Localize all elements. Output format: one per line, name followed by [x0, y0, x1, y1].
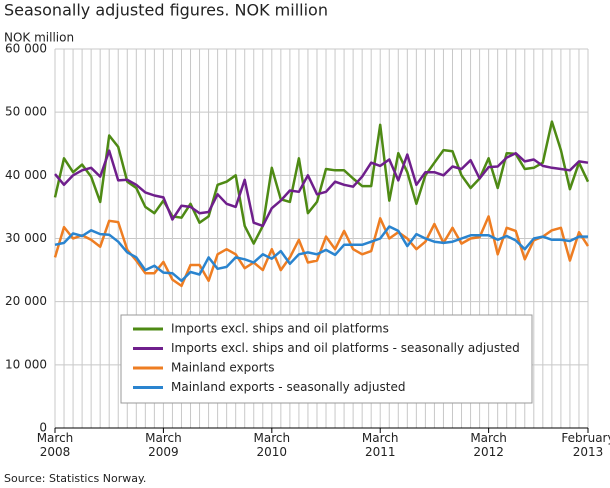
legend-label: Mainland exports - seasonally adjusted: [171, 380, 405, 394]
legend-box: [120, 314, 533, 404]
y-tick-label: 50 000: [5, 105, 47, 119]
legend-label: Imports excl. ships and oil platforms: [171, 322, 389, 336]
x-tick-label: February 2013: [561, 431, 610, 459]
y-tick-label: 30 000: [5, 231, 47, 245]
x-tick-label: March 2011: [361, 431, 399, 459]
series-line: [53, 120, 590, 245]
y-tick-label: 40 000: [5, 168, 47, 182]
chart-title: Seasonally adjusted figures. NOK million: [4, 1, 328, 20]
series-line: [54, 149, 589, 228]
x-tick-label: March 2012: [470, 431, 507, 459]
legend-label: Mainland exports: [171, 361, 275, 375]
source: Source: Statistics Norway.: [4, 472, 146, 485]
y-tick-label: 0: [39, 421, 47, 435]
y-tick-label: 60 000: [5, 42, 47, 56]
x-tick-label: March 2008: [36, 431, 74, 459]
series-line: [54, 225, 588, 283]
y-tick-label: 10 000: [5, 357, 47, 371]
y-tick-label: 20 000: [5, 294, 47, 308]
series-line: [53, 215, 590, 288]
x-tick-label: March 2010: [253, 431, 291, 459]
y-axis-label: NOK million: [4, 31, 74, 45]
x-tick-label: March 2009: [145, 431, 182, 459]
legend-label: Imports excl. ships and oil platforms - …: [171, 341, 520, 355]
